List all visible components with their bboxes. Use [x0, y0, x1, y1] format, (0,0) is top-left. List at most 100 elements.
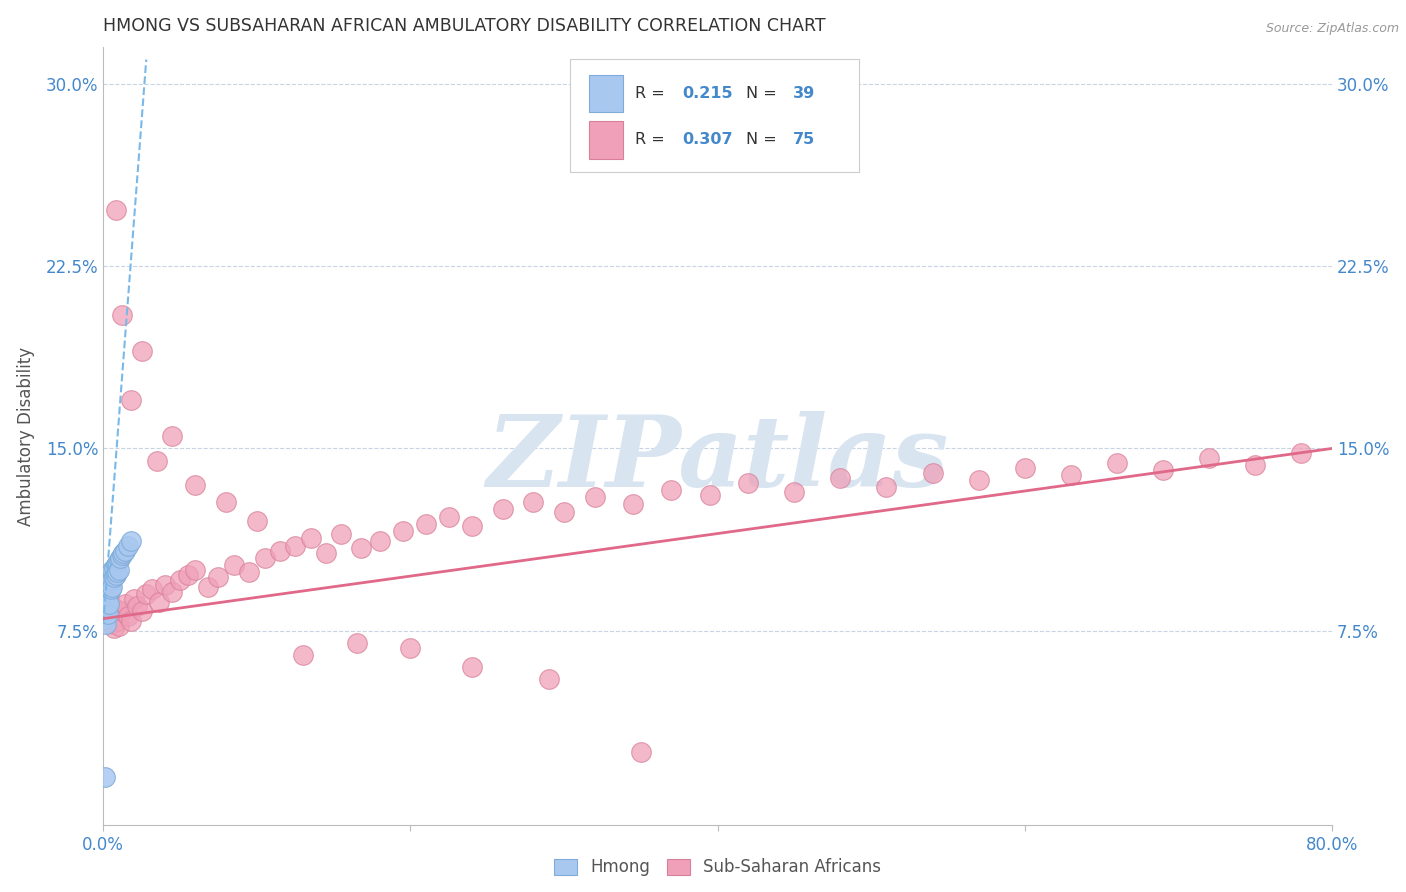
- Sub-Saharan Africans: [1152, 463, 1174, 477]
- Sub-Saharan Africans: [162, 429, 184, 443]
- Sub-Saharan Africans: [148, 594, 170, 608]
- Hmong: [103, 560, 125, 574]
- Hmong: [94, 582, 117, 597]
- Sub-Saharan Africans: [111, 604, 134, 618]
- Sub-Saharan Africans: [737, 475, 759, 490]
- Text: HMONG VS SUBSAHARAN AFRICAN AMBULATORY DISABILITY CORRELATION CHART: HMONG VS SUBSAHARAN AFRICAN AMBULATORY D…: [103, 17, 825, 35]
- Hmong: [94, 599, 117, 614]
- Text: R =: R =: [636, 132, 671, 147]
- Sub-Saharan Africans: [96, 599, 118, 614]
- Y-axis label: Ambulatory Disability: Ambulatory Disability: [17, 347, 35, 526]
- Sub-Saharan Africans: [876, 480, 898, 494]
- Sub-Saharan Africans: [177, 567, 200, 582]
- Sub-Saharan Africans: [162, 585, 184, 599]
- Hmong: [96, 604, 118, 618]
- Sub-Saharan Africans: [1105, 456, 1128, 470]
- Sub-Saharan Africans: [537, 673, 560, 687]
- Sub-Saharan Africans: [461, 519, 484, 533]
- Sub-Saharan Africans: [330, 526, 353, 541]
- Sub-Saharan Africans: [921, 466, 943, 480]
- Text: N =: N =: [745, 132, 782, 147]
- Sub-Saharan Africans: [238, 566, 260, 580]
- Sub-Saharan Africans: [553, 505, 575, 519]
- Hmong: [98, 585, 121, 599]
- Hmong: [98, 577, 121, 591]
- Sub-Saharan Africans: [1060, 468, 1083, 483]
- Sub-Saharan Africans: [1198, 451, 1220, 466]
- Sub-Saharan Africans: [184, 478, 207, 492]
- Hmong: [100, 566, 122, 580]
- Sub-Saharan Africans: [141, 582, 163, 597]
- Sub-Saharan Africans: [967, 473, 990, 487]
- Sub-Saharan Africans: [125, 599, 148, 614]
- Hmong: [107, 563, 129, 577]
- Sub-Saharan Africans: [97, 607, 120, 621]
- Sub-Saharan Africans: [207, 570, 229, 584]
- Text: N =: N =: [745, 86, 782, 101]
- Sub-Saharan Africans: [215, 495, 238, 509]
- Sub-Saharan Africans: [1289, 446, 1312, 460]
- Sub-Saharan Africans: [346, 636, 368, 650]
- Hmong: [108, 550, 131, 565]
- Sub-Saharan Africans: [103, 621, 125, 635]
- Hmong: [94, 612, 117, 626]
- Hmong: [100, 582, 122, 597]
- Sub-Saharan Africans: [246, 515, 269, 529]
- Hmong: [101, 563, 124, 577]
- Sub-Saharan Africans: [461, 660, 484, 674]
- Hmong: [96, 616, 118, 631]
- FancyBboxPatch shape: [589, 121, 623, 159]
- Sub-Saharan Africans: [169, 573, 191, 587]
- Sub-Saharan Africans: [131, 604, 153, 618]
- Sub-Saharan Africans: [197, 580, 219, 594]
- Sub-Saharan Africans: [522, 495, 544, 509]
- Sub-Saharan Africans: [661, 483, 683, 497]
- Sub-Saharan Africans: [184, 563, 207, 577]
- Hmong: [117, 539, 139, 553]
- Sub-Saharan Africans: [1014, 461, 1036, 475]
- Hmong: [94, 592, 117, 607]
- Sub-Saharan Africans: [830, 470, 852, 484]
- Hmong: [97, 587, 120, 601]
- Hmong: [96, 575, 118, 590]
- Hmong: [96, 587, 118, 601]
- Hmong: [111, 549, 134, 563]
- Hmong: [101, 573, 124, 587]
- Sub-Saharan Africans: [437, 509, 460, 524]
- Sub-Saharan Africans: [269, 543, 291, 558]
- Sub-Saharan Africans: [111, 308, 134, 322]
- Text: ZIPatlas: ZIPatlas: [486, 411, 949, 508]
- Hmong: [120, 533, 142, 548]
- Text: 75: 75: [793, 132, 814, 147]
- Sub-Saharan Africans: [630, 745, 652, 759]
- Sub-Saharan Africans: [105, 614, 128, 628]
- Sub-Saharan Africans: [284, 539, 307, 553]
- Sub-Saharan Africans: [621, 497, 644, 511]
- Sub-Saharan Africans: [583, 490, 606, 504]
- Sub-Saharan Africans: [491, 502, 513, 516]
- Text: 39: 39: [793, 86, 814, 101]
- Sub-Saharan Africans: [107, 619, 129, 633]
- Sub-Saharan Africans: [391, 524, 413, 538]
- Text: R =: R =: [636, 86, 671, 101]
- Sub-Saharan Africans: [146, 453, 169, 467]
- Sub-Saharan Africans: [120, 614, 142, 628]
- Hmong: [97, 594, 120, 608]
- FancyBboxPatch shape: [589, 75, 623, 112]
- FancyBboxPatch shape: [569, 59, 859, 172]
- Hmong: [103, 570, 125, 584]
- Sub-Saharan Africans: [104, 203, 127, 218]
- Hmong: [104, 567, 127, 582]
- Hmong: [101, 580, 124, 594]
- Sub-Saharan Africans: [415, 516, 437, 531]
- Hmong: [104, 558, 127, 573]
- Sub-Saharan Africans: [399, 640, 422, 655]
- Sub-Saharan Africans: [315, 546, 337, 560]
- Hmong: [98, 567, 121, 582]
- Hmong: [105, 556, 128, 570]
- Sub-Saharan Africans: [699, 488, 721, 502]
- Sub-Saharan Africans: [114, 597, 136, 611]
- Sub-Saharan Africans: [101, 616, 124, 631]
- Sub-Saharan Africans: [783, 485, 806, 500]
- Sub-Saharan Africans: [117, 609, 139, 624]
